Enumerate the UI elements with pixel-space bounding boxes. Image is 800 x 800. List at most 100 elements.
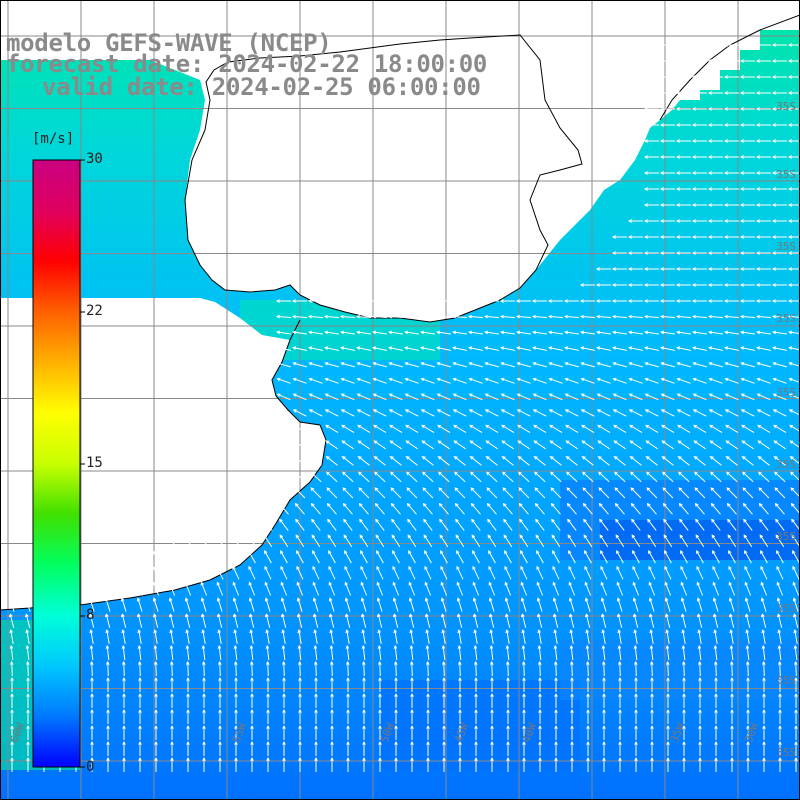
wind-arrow: [421, 440, 435, 450]
wind-arrow: [310, 471, 322, 483]
wind-arrow: [677, 424, 691, 434]
wind-arrow: [777, 629, 782, 644]
wind-arrow: [404, 377, 419, 384]
wind-arrow: [648, 549, 656, 564]
wind-arrow: [458, 692, 462, 708]
wind-arrow: [355, 299, 371, 303]
wind-arrow: [324, 393, 339, 401]
wind-arrow: [216, 565, 224, 580]
wind-arrow: [664, 565, 672, 580]
wind-arrow: [282, 708, 286, 724]
wind-arrow: [664, 597, 671, 612]
wind-arrow: [739, 299, 755, 303]
wind-arrow: [628, 393, 643, 401]
wind-arrow: [122, 676, 126, 692]
wind-arrow: [104, 597, 111, 612]
wind-arrow: [744, 549, 752, 564]
wind-arrow: [630, 487, 642, 499]
wind-arrow: [346, 724, 350, 740]
wind-arrow: [403, 314, 420, 319]
wind-arrow: [341, 440, 355, 450]
wind-arrow: [597, 440, 611, 450]
wind-arrow: [564, 330, 579, 335]
wind-arrow: [538, 724, 542, 740]
wind-arrow: [276, 409, 291, 417]
wind-arrow: [90, 740, 94, 756]
wind-arrow: [520, 549, 528, 564]
wind-arrow: [425, 613, 431, 628]
wind-arrow: [152, 597, 159, 612]
wind-arrow: [200, 565, 208, 580]
wind-arrow: [649, 629, 654, 644]
wind-arrow: [662, 502, 673, 515]
wind-arrow: [680, 581, 688, 596]
wind-arrow: [472, 565, 480, 580]
wind-arrow: [404, 409, 419, 417]
wind-arrow: [788, 409, 800, 416]
wind-arrow: [627, 283, 643, 287]
wind-arrow: [233, 629, 238, 644]
wind-arrow: [346, 692, 350, 708]
wind-arrow: [410, 740, 414, 756]
wind-arrow: [772, 330, 787, 335]
wind-arrow: [676, 362, 691, 368]
wind-arrow: [340, 346, 355, 351]
wind-arrow: [403, 299, 419, 303]
wind-arrow: [584, 565, 592, 580]
wind-arrow: [467, 314, 484, 319]
wind-arrow: [392, 565, 400, 580]
wind-arrow: [410, 756, 414, 772]
wind-arrow: [185, 629, 190, 644]
wind-arrow: [522, 724, 526, 740]
wind-arrow: [345, 660, 350, 677]
wind-arrow: [442, 756, 446, 772]
wind-arrow: [441, 613, 447, 628]
wind-arrow: [216, 549, 224, 564]
wind-arrow: [554, 740, 558, 756]
wind-arrow: [185, 660, 190, 677]
wind-arrow: [500, 393, 515, 401]
wind-arrow: [485, 456, 498, 466]
wind-arrow: [218, 740, 222, 756]
wind-arrow: [374, 471, 386, 483]
wind-arrow: [746, 756, 750, 772]
wind-arrow: [518, 487, 530, 499]
wind-arrow: [755, 203, 771, 207]
wind-arrow: [676, 393, 691, 401]
wind-arrow: [169, 644, 174, 661]
wind-arrow: [522, 692, 526, 708]
wind-arrow: [714, 692, 718, 708]
wind-arrow: [787, 123, 800, 127]
wind-arrow: [602, 756, 606, 772]
wind-arrow: [217, 644, 222, 661]
wind-arrow: [777, 613, 783, 628]
wind-arrow: [537, 613, 543, 628]
wind-arrow: [452, 409, 467, 417]
wind-arrow: [232, 581, 240, 596]
wind-arrow: [515, 314, 532, 319]
wind-arrow: [408, 581, 416, 596]
wind-arrow: [691, 107, 707, 111]
wind-arrow: [611, 314, 628, 319]
wind-arrow: [551, 518, 561, 531]
wind-arrow: [794, 676, 798, 692]
wind-arrow: [586, 692, 590, 708]
wind-arrow: [634, 756, 638, 772]
wind-arrow: [694, 487, 706, 499]
wind-arrow: [392, 597, 399, 612]
wind-arrow: [281, 644, 286, 661]
wind-arrow: [474, 724, 478, 740]
wind-arrow: [650, 676, 654, 692]
wind-arrow: [580, 393, 595, 401]
wind-arrow: [634, 724, 638, 740]
wind-arrow: [361, 613, 367, 628]
wind-arrow: [634, 676, 638, 692]
wind-arrow: [324, 377, 339, 384]
wind-arrow: [709, 440, 723, 450]
wind-arrow: [280, 597, 287, 612]
wind-arrow: [580, 362, 595, 368]
wind-arrow: [580, 330, 595, 335]
wind-arrow: [88, 565, 96, 580]
wind-arrow: [324, 346, 339, 351]
wind-arrow: [691, 123, 707, 127]
